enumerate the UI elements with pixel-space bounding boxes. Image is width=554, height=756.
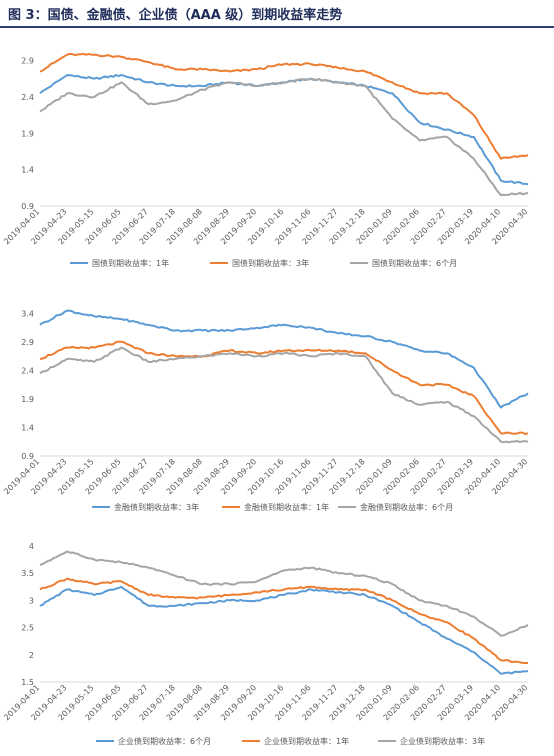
y-tick-label: 1.9 bbox=[21, 129, 34, 138]
legend-label: 国债到期收益率：1年 bbox=[92, 258, 169, 268]
y-tick-label: 2.4 bbox=[21, 366, 34, 375]
y-tick-label: 1.5 bbox=[21, 678, 34, 687]
legend-label: 国债到期收益率：6个月 bbox=[372, 258, 457, 268]
y-tick-label: 2.5 bbox=[21, 624, 34, 633]
legend-label: 国债到期收益率：3年 bbox=[232, 258, 309, 268]
legend-label: 金融债到期收益率：1年 bbox=[244, 502, 329, 512]
y-tick-label: 1.4 bbox=[21, 423, 34, 432]
legend-label: 企业债到期收益率：6个月 bbox=[118, 736, 211, 746]
y-tick-label: 3 bbox=[29, 596, 34, 605]
series-line bbox=[39, 346, 529, 444]
y-tick-label: 2.9 bbox=[21, 338, 34, 347]
y-tick-label: 3.5 bbox=[21, 569, 34, 578]
y-tick-label: 2.4 bbox=[21, 93, 34, 102]
y-tick-label: 1.9 bbox=[21, 395, 34, 404]
y-tick-label: 0.9 bbox=[21, 452, 34, 461]
y-tick-label: 0.9 bbox=[21, 202, 34, 211]
series-line bbox=[39, 52, 529, 160]
series-line bbox=[39, 340, 529, 436]
y-tick-label: 2.9 bbox=[21, 57, 34, 66]
legend-label: 金融债到期收益率：3年 bbox=[114, 502, 199, 512]
series-line bbox=[39, 74, 529, 186]
series-line bbox=[39, 585, 529, 675]
series-line bbox=[39, 577, 528, 664]
legend-label: 企业债到期收益率：1年 bbox=[264, 736, 349, 746]
legend-label: 金融债到期收益率：6个月 bbox=[360, 502, 453, 512]
y-tick-label: 4 bbox=[29, 542, 34, 551]
y-tick-label: 2 bbox=[29, 651, 34, 660]
page-title: 图 3：国债、金融债、企业债（AAA 级）到期收益率走势 bbox=[8, 8, 343, 23]
series-line bbox=[39, 77, 529, 197]
title-divider bbox=[0, 26, 554, 28]
series-line bbox=[39, 550, 529, 637]
legend-label: 企业债到期收益率：3年 bbox=[400, 736, 485, 746]
y-tick-label: 1.4 bbox=[21, 166, 34, 175]
series-line bbox=[39, 309, 529, 409]
y-tick-label: 3.4 bbox=[21, 309, 34, 318]
